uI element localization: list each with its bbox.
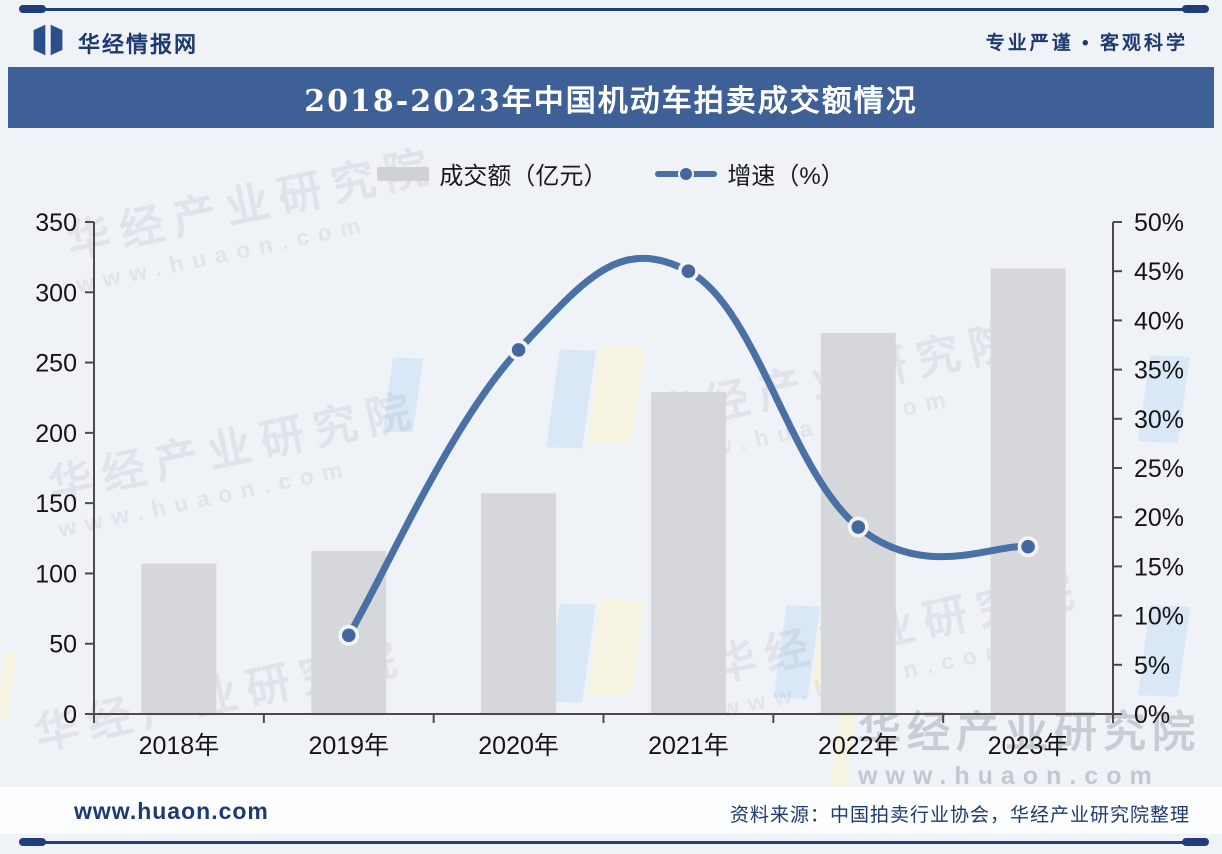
right-tick-label: 5% — [1134, 652, 1170, 680]
right-tick-label: 10% — [1134, 603, 1184, 631]
right-tick-label: 50% — [1134, 209, 1184, 237]
title-bar: 2018-2023年中国机动车拍卖成交额情况 — [8, 67, 1214, 128]
header: 华经情报网 专业严谨 • 客观科学 — [0, 14, 1222, 66]
bar-2023年 — [990, 268, 1066, 714]
bottom-rule-right-cap — [1182, 838, 1209, 846]
legend-bar-label: 成交额（亿元） — [439, 163, 608, 190]
footer: www.huaon.com 资料来源：中国拍卖行业协会，华经产业研究院整理 — [0, 787, 1222, 834]
legend-line-label: 增速（%） — [727, 163, 845, 190]
x-category-label: 2022年 — [818, 732, 899, 760]
legend-item-bar: 成交额（亿元） — [377, 156, 607, 191]
right-tick-label: 45% — [1134, 258, 1184, 286]
right-tick-label: 25% — [1134, 455, 1184, 483]
top-rule-left-cap — [19, 5, 46, 13]
growth-point — [511, 343, 526, 357]
legend-item-line: 增速（%） — [655, 156, 845, 191]
right-tick-label: 30% — [1134, 406, 1184, 434]
right-tick-label: 35% — [1134, 357, 1184, 385]
page-title: 2018-2023年中国机动车拍卖成交额情况 — [304, 83, 918, 119]
right-tick-label: 40% — [1134, 307, 1184, 335]
growth-point — [681, 264, 696, 279]
chart-legend: 成交额（亿元） 增速（%） — [0, 156, 1222, 191]
brand-name: 华经情报网 — [78, 31, 199, 57]
left-tick-label: 0 — [63, 701, 77, 729]
growth-point — [851, 520, 866, 534]
x-category-label: 2019年 — [308, 732, 389, 760]
x-category-label: 2018年 — [139, 732, 220, 760]
right-tick-label: 15% — [1134, 553, 1184, 581]
top-rule-right-cap — [1182, 5, 1209, 13]
left-tick-label: 100 — [35, 560, 77, 588]
left-tick-label: 250 — [35, 350, 77, 378]
growth-point — [1021, 539, 1035, 554]
x-category-label: 2023年 — [988, 732, 1069, 760]
left-tick-label: 50 — [49, 631, 77, 659]
left-tick-label: 200 — [35, 420, 77, 448]
growth-point — [341, 628, 356, 643]
brand-logo-icon — [30, 22, 66, 63]
top-rule — [20, 8, 1208, 11]
line-swatch — [655, 164, 718, 184]
bar-2021年 — [650, 392, 726, 714]
right-tick-label: 20% — [1134, 504, 1184, 532]
left-tick-label: 350 — [35, 209, 77, 237]
bar-swatch — [377, 166, 430, 181]
footer-source-note: 资料来源：中国拍卖行业协会，华经产业研究院整理 — [729, 805, 1190, 826]
left-tick-label: 300 — [35, 279, 77, 307]
bar-2018年 — [141, 563, 217, 714]
bottom-rule-left-cap — [19, 838, 46, 846]
bottom-rule — [20, 841, 1208, 844]
header-slogan: 专业严谨 • 客观科学 — [985, 33, 1188, 54]
bar-2020年 — [481, 493, 557, 714]
brand: 华经情报网 — [30, 22, 198, 63]
x-category-label: 2021年 — [648, 732, 729, 760]
x-category-label: 2020年 — [478, 732, 559, 760]
right-tick-label: 0% — [1134, 701, 1170, 729]
footer-website-link[interactable]: www.huaon.com — [74, 798, 269, 824]
left-tick-label: 150 — [35, 490, 77, 518]
